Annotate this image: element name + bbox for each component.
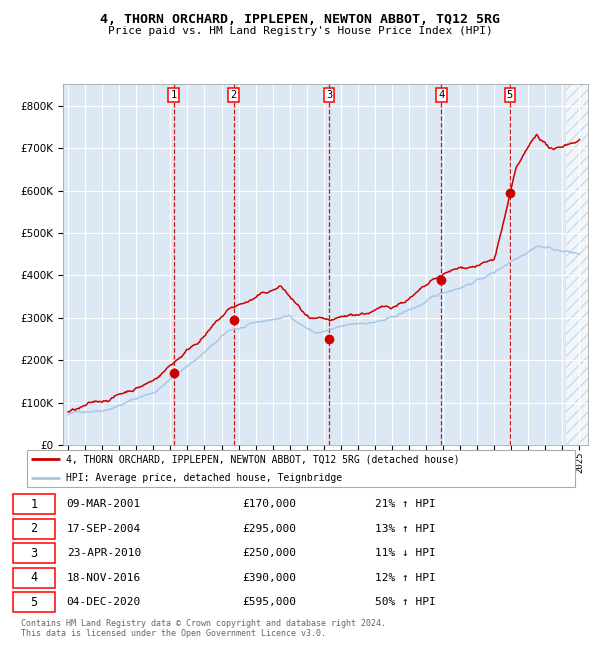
FancyBboxPatch shape <box>13 567 55 588</box>
Text: 3: 3 <box>31 547 37 560</box>
Text: 3: 3 <box>326 90 332 100</box>
Text: Price paid vs. HM Land Registry's House Price Index (HPI): Price paid vs. HM Land Registry's House … <box>107 26 493 36</box>
Text: £390,000: £390,000 <box>242 573 296 582</box>
Text: HPI: Average price, detached house, Teignbridge: HPI: Average price, detached house, Teig… <box>65 473 342 483</box>
Text: 18-NOV-2016: 18-NOV-2016 <box>67 573 141 582</box>
FancyBboxPatch shape <box>27 450 575 488</box>
Text: 50% ↑ HPI: 50% ↑ HPI <box>375 597 436 607</box>
Text: £595,000: £595,000 <box>242 597 296 607</box>
Text: 23-APR-2010: 23-APR-2010 <box>67 548 141 558</box>
Text: 4: 4 <box>31 571 37 584</box>
Text: £250,000: £250,000 <box>242 548 296 558</box>
Text: 1: 1 <box>31 498 37 511</box>
Text: 2: 2 <box>230 90 237 100</box>
Text: 4: 4 <box>438 90 445 100</box>
Text: 17-SEP-2004: 17-SEP-2004 <box>67 524 141 534</box>
Bar <box>566 84 588 445</box>
FancyBboxPatch shape <box>13 592 55 612</box>
FancyBboxPatch shape <box>13 543 55 563</box>
Text: 09-MAR-2001: 09-MAR-2001 <box>67 499 141 509</box>
Text: 21% ↑ HPI: 21% ↑ HPI <box>375 499 436 509</box>
FancyBboxPatch shape <box>13 494 55 514</box>
Text: Contains HM Land Registry data © Crown copyright and database right 2024.: Contains HM Land Registry data © Crown c… <box>21 619 386 628</box>
Text: £295,000: £295,000 <box>242 524 296 534</box>
Text: 12% ↑ HPI: 12% ↑ HPI <box>375 573 436 582</box>
Text: 2: 2 <box>31 522 37 535</box>
Text: 5: 5 <box>507 90 513 100</box>
Text: £170,000: £170,000 <box>242 499 296 509</box>
Text: 4, THORN ORCHARD, IPPLEPEN, NEWTON ABBOT, TQ12 5RG: 4, THORN ORCHARD, IPPLEPEN, NEWTON ABBOT… <box>100 13 500 26</box>
Text: 4, THORN ORCHARD, IPPLEPEN, NEWTON ABBOT, TQ12 5RG (detached house): 4, THORN ORCHARD, IPPLEPEN, NEWTON ABBOT… <box>65 454 459 464</box>
Text: 1: 1 <box>170 90 177 100</box>
FancyBboxPatch shape <box>13 519 55 539</box>
Text: 5: 5 <box>31 595 37 608</box>
Text: 11% ↓ HPI: 11% ↓ HPI <box>375 548 436 558</box>
Text: 04-DEC-2020: 04-DEC-2020 <box>67 597 141 607</box>
Text: 13% ↑ HPI: 13% ↑ HPI <box>375 524 436 534</box>
Text: This data is licensed under the Open Government Licence v3.0.: This data is licensed under the Open Gov… <box>21 629 326 638</box>
